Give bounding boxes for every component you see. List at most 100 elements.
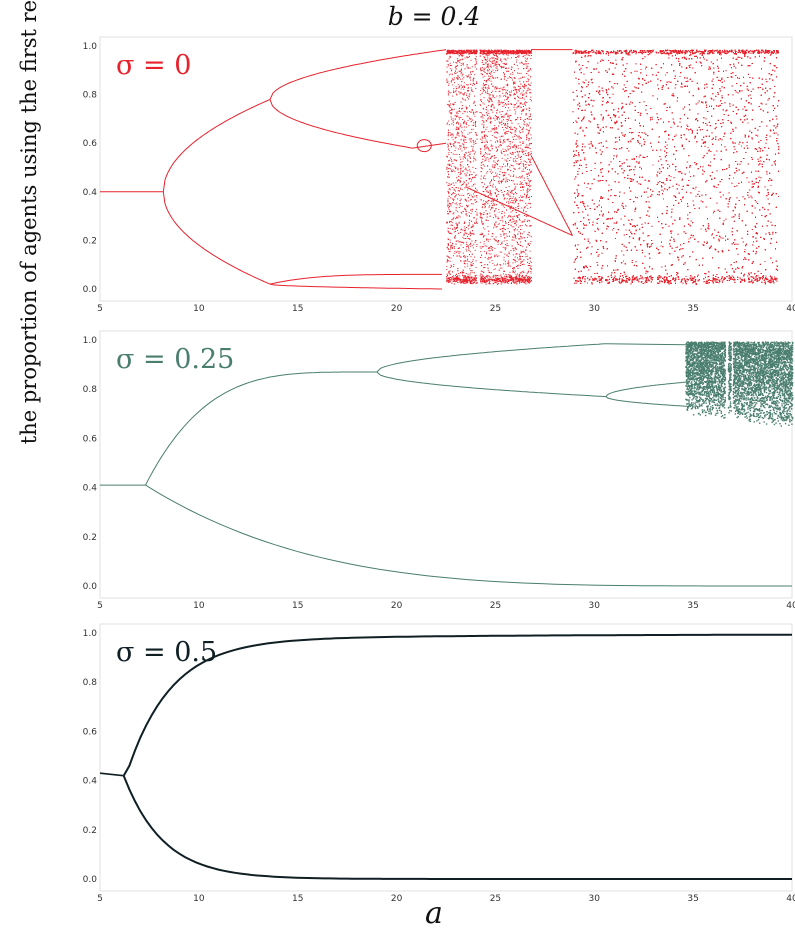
scatter-point: [517, 72, 519, 74]
scatter-point: [449, 280, 450, 282]
scatter-point: [519, 80, 521, 82]
scatter-point: [457, 275, 459, 277]
scatter-point: [475, 51, 477, 53]
scatter-point: [452, 213, 454, 215]
scatter-point: [489, 261, 491, 263]
scatter-point: [497, 57, 499, 59]
scatter-point: [518, 55, 520, 57]
scatter-point: [483, 177, 485, 179]
scatter-point: [500, 276, 502, 278]
scatter-point: [492, 50, 494, 52]
scatter-point: [481, 282, 483, 284]
scatter-point: [475, 211, 477, 212]
scatter-point: [493, 176, 495, 178]
scatter-point: [515, 186, 517, 188]
scatter-point: [464, 221, 466, 223]
scatter-point: [480, 214, 482, 216]
scatter-point: [452, 118, 454, 120]
scatter-point: [495, 186, 496, 188]
scatter-point: [504, 279, 506, 281]
scatter-point: [525, 49, 527, 51]
scatter-point: [453, 124, 455, 126]
scatter-point: [460, 184, 462, 186]
scatter-point: [503, 104, 505, 106]
scatter-point: [485, 280, 487, 282]
scatter-point: [488, 93, 490, 95]
scatter-point: [464, 147, 466, 149]
scatter-point: [465, 213, 467, 215]
scatter-point: [497, 159, 499, 161]
scatter-point: [511, 122, 513, 124]
scatter-point: [450, 133, 452, 135]
scatter-point: [505, 133, 507, 135]
scatter-point: [502, 205, 504, 207]
scatter-point: [525, 182, 527, 184]
scatter-point: [462, 156, 464, 158]
scatter-point: [508, 276, 510, 278]
scatter-point: [456, 116, 457, 118]
scatter-point: [474, 122, 476, 124]
scatter-point: [480, 50, 482, 52]
scatter-point: [479, 275, 481, 277]
scatter-point: [454, 237, 456, 239]
scatter-point: [507, 115, 509, 117]
scatter-point: [505, 280, 507, 282]
scatter-point: [457, 142, 459, 144]
scatter-point: [526, 221, 528, 222]
scatter-point: [447, 274, 449, 276]
scatter-point: [446, 81, 448, 83]
scatter-point: [459, 205, 461, 207]
scatter-point: [516, 163, 518, 165]
scatter-point: [485, 109, 487, 111]
scatter-point: [460, 282, 462, 284]
scatter-point: [465, 278, 466, 280]
scatter-point: [529, 161, 531, 163]
scatter-point: [502, 54, 504, 56]
scatter-point: [504, 261, 506, 263]
scatter-point: [492, 200, 494, 202]
scatter-point: [449, 132, 451, 134]
scatter-point: [523, 85, 525, 87]
scatter-point: [453, 266, 455, 267]
scatter-point: [501, 243, 503, 244]
scatter-point: [495, 214, 497, 216]
scatter-point: [492, 52, 494, 54]
scatter-point: [446, 277, 448, 279]
scatter-point: [461, 54, 463, 56]
scatter-point: [503, 233, 505, 234]
scatter-point: [468, 125, 470, 127]
scatter-point: [525, 202, 527, 204]
scatter-point: [472, 258, 474, 260]
scatter-point: [465, 213, 467, 215]
scatter-point: [503, 74, 505, 76]
scatter-point: [460, 130, 462, 132]
scatter-point: [524, 146, 526, 148]
scatter-point: [515, 276, 517, 277]
scatter-point: [509, 166, 511, 168]
scatter-point: [460, 169, 462, 171]
scatter-point: [500, 235, 502, 237]
scatter-point: [459, 278, 461, 280]
scatter-point: [458, 180, 460, 182]
scatter-point: [483, 63, 485, 65]
scatter-point: [454, 150, 456, 151]
scatter-point: [527, 51, 529, 52]
scatter-point: [460, 125, 462, 127]
scatter-point: [504, 64, 506, 65]
scatter-point: [528, 183, 530, 185]
scatter-point: [486, 191, 488, 193]
scatter-point: [530, 278, 532, 280]
scatter-point: [447, 49, 449, 51]
scatter-point: [448, 160, 449, 162]
scatter-point: [523, 209, 525, 211]
scatter-point: [495, 77, 497, 79]
scatter-point: [483, 103, 485, 105]
scatter-point: [513, 226, 515, 228]
scatter-point: [469, 156, 471, 158]
scatter-point: [450, 51, 452, 53]
scatter-point: [448, 164, 450, 166]
scatter-point: [523, 196, 525, 198]
scatter-point: [530, 53, 532, 55]
scatter-point: [508, 103, 510, 105]
scatter-point: [510, 146, 512, 148]
